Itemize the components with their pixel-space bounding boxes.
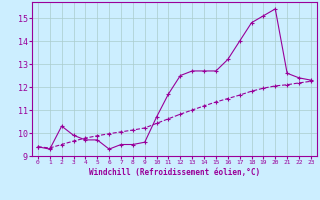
- X-axis label: Windchill (Refroidissement éolien,°C): Windchill (Refroidissement éolien,°C): [89, 168, 260, 177]
